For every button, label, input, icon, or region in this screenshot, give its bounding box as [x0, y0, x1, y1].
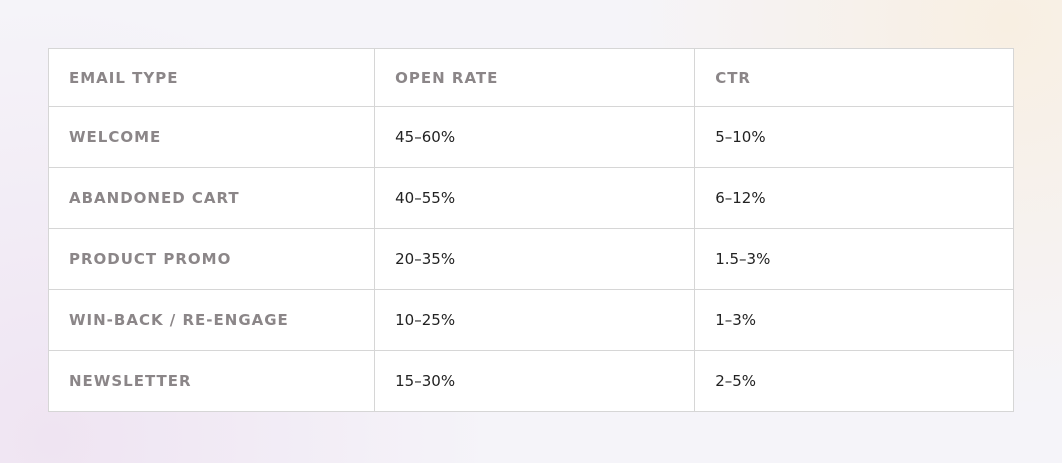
row: NEWSLETTER 15–30% 2–5% — [47, 350, 1014, 412]
row: WIN-BACK / RE-ENGAGE 10–25% 1–3% — [47, 289, 1014, 351]
cell: 5–10% — [694, 106, 1014, 168]
row: PRODUCT PROMO 20–35% 1.5–3% — [47, 228, 1014, 290]
cell: 1.5–3% — [694, 228, 1014, 290]
row-label: NEWSLETTER — [47, 350, 376, 412]
header-cell: EMAIL TYPE — [47, 48, 376, 107]
cell: 1–3% — [694, 289, 1014, 351]
cell: 6–12% — [694, 167, 1014, 229]
header-cell: CTR — [694, 48, 1014, 107]
cell: 2–5% — [694, 350, 1014, 412]
row-label: WELCOME — [47, 106, 376, 168]
header-cell: OPEN RATE — [374, 48, 696, 107]
row: ABANDONED CART 40–55% 6–12% — [47, 167, 1014, 229]
row-label: PRODUCT PROMO — [47, 228, 376, 290]
cell: 20–35% — [374, 228, 696, 290]
cell: 45–60% — [374, 106, 696, 168]
cell: 40–55% — [374, 167, 696, 229]
row-label: WIN-BACK / RE-ENGAGE — [47, 289, 376, 351]
cell: 15–30% — [374, 350, 696, 412]
data-table: EMAIL TYPE OPEN RATE CTR WELCOME 45–60% 5–10%… — [47, 48, 1014, 412]
row: WELCOME 45–60% 5–10% — [47, 106, 1014, 168]
cell: 10–25% — [374, 289, 696, 351]
row-label: ABANDONED CART — [47, 167, 376, 229]
